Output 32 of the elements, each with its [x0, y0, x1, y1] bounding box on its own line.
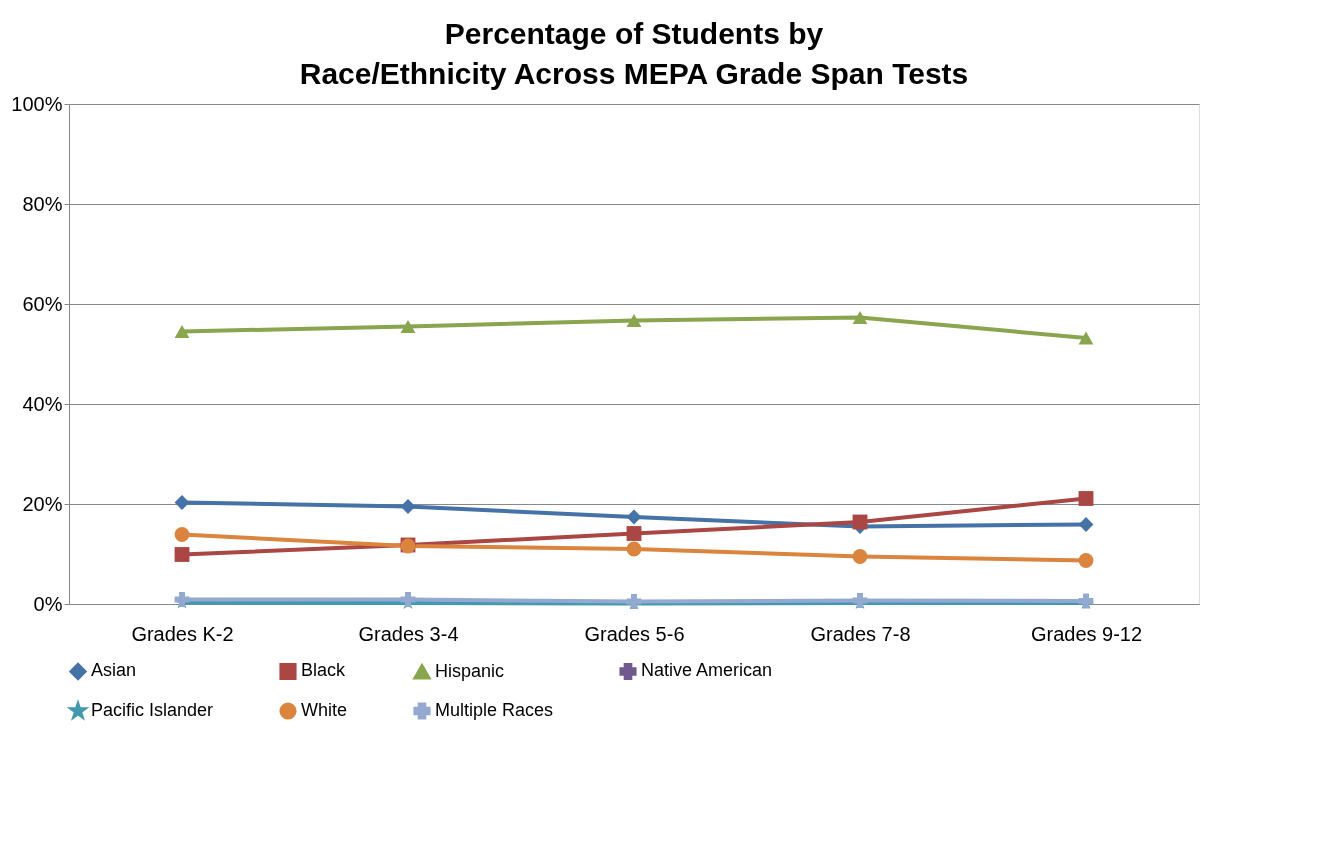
- point: [852, 549, 868, 564]
- y-tick-label: 0%: [33, 592, 63, 615]
- legend-label: Native American: [641, 660, 773, 681]
- point: [626, 314, 642, 327]
- legend-label: Hispanic: [435, 660, 505, 681]
- point: [174, 527, 190, 542]
- legend-label: White: [301, 700, 348, 720]
- x-tick-label: Grades 7-8: [810, 622, 911, 645]
- point: [852, 311, 868, 324]
- point: [626, 526, 642, 541]
- legend-label: Multiple Races: [435, 700, 554, 720]
- point: [174, 325, 190, 338]
- x-tick-label: Grades 9-12: [1030, 622, 1143, 645]
- chart-title: Percentage of Students by Race/Ethnicity Across MEPA Grade Span Tests: [299, 17, 969, 90]
- point: [1078, 331, 1094, 345]
- y-tick-label: 60%: [22, 292, 63, 315]
- point: [1078, 553, 1094, 568]
- x-tick-label: Grades 3-4: [358, 622, 459, 645]
- y-tick-label: 80%: [22, 192, 63, 215]
- point: [174, 547, 190, 562]
- legend-label: Pacific Islander: [91, 700, 214, 720]
- point: [626, 541, 642, 557]
- y-tick-label: 100%: [11, 92, 63, 115]
- y-tick-label: 40%: [22, 392, 63, 415]
- x-tick-label: Grades K-2: [131, 622, 234, 645]
- x-tick-label: Grades 5-6: [584, 622, 685, 645]
- point: [626, 509, 642, 525]
- legend-label: Asian: [91, 660, 137, 681]
- point: [400, 320, 416, 333]
- y-tick-label: 20%: [22, 492, 63, 515]
- legend-label: Black: [301, 660, 347, 681]
- point: [1078, 491, 1094, 506]
